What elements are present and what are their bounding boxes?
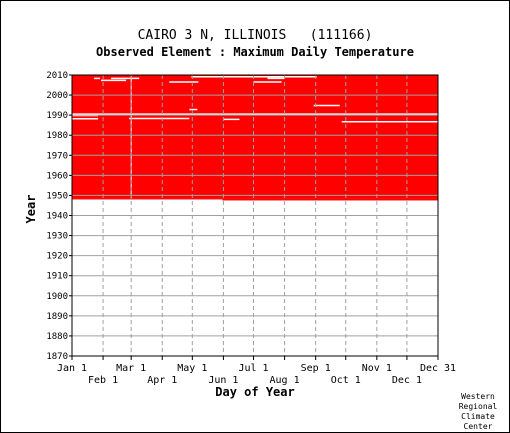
y-tick-label-1950: 1950	[46, 191, 68, 201]
y-tick-label-1910: 1910	[46, 272, 68, 282]
y-tick-label-2010: 2010	[46, 71, 68, 81]
y-tick-label-1990: 1990	[46, 111, 68, 121]
y-tick-label-1900: 1900	[46, 292, 68, 302]
data-layer	[72, 75, 438, 201]
x-tick-label-top-6: Dec 31	[420, 363, 456, 374]
y-tick-label-1890: 1890	[46, 312, 68, 322]
chart-title: CAIRO 3 N, ILLINOIS (111166)	[138, 28, 373, 43]
y-tick-label-1870: 1870	[46, 352, 68, 362]
x-tick-label-bottom-5: Dec 1	[392, 375, 422, 386]
coverage-partial-1	[222, 198, 438, 201]
x-tick-label-bottom-1: Apr 1	[147, 375, 177, 386]
y-tick-label-1880: 1880	[46, 332, 68, 342]
x-tick-label-bottom-0: Feb 1	[88, 375, 118, 386]
footer-line-3: Center	[464, 422, 493, 431]
coverage-block-0	[72, 75, 438, 199]
x-tick-label-bottom-4: Oct 1	[331, 375, 361, 386]
y-tick-label-1930: 1930	[46, 232, 68, 242]
footer-line-0: Western	[461, 392, 495, 401]
x-axis-label: Day of Year	[215, 385, 294, 399]
y-axis-label: Year	[24, 195, 38, 224]
y-tick-label-1940: 1940	[46, 212, 68, 222]
coverage-partial-0	[72, 198, 223, 200]
grid-layer	[72, 75, 438, 356]
axis-layer: 2010 2000 1990 1980 1970 1960 1950 1940 1930 1920…	[46, 71, 456, 386]
x-tick-label-top-3: Jul 1	[238, 363, 268, 374]
chart-subtitle: Observed Element : Maximum Daily Tempera…	[96, 45, 414, 59]
x-tick-label-bottom-2: Jun 1	[208, 375, 238, 386]
y-tick-label-1970: 1970	[46, 151, 68, 161]
x-tick-label-top-2: May 1	[177, 363, 207, 374]
x-tick-label-top-5: Nov 1	[362, 363, 392, 374]
footer-line-2: Climate	[461, 412, 495, 421]
x-tick-label-bottom-3: Aug 1	[270, 375, 300, 386]
y-tick-label-2000: 2000	[46, 91, 68, 101]
x-tick-label-top-4: Sep 1	[301, 363, 331, 374]
footer-line-1: Regional	[459, 402, 498, 411]
x-tick-label-top-0: Jan 1	[57, 363, 87, 374]
y-tick-label-1920: 1920	[46, 252, 68, 262]
x-tick-label-top-1: Mar 1	[116, 363, 146, 374]
y-tick-label-1960: 1960	[46, 171, 68, 181]
y-tick-label-1980: 1980	[46, 131, 68, 141]
